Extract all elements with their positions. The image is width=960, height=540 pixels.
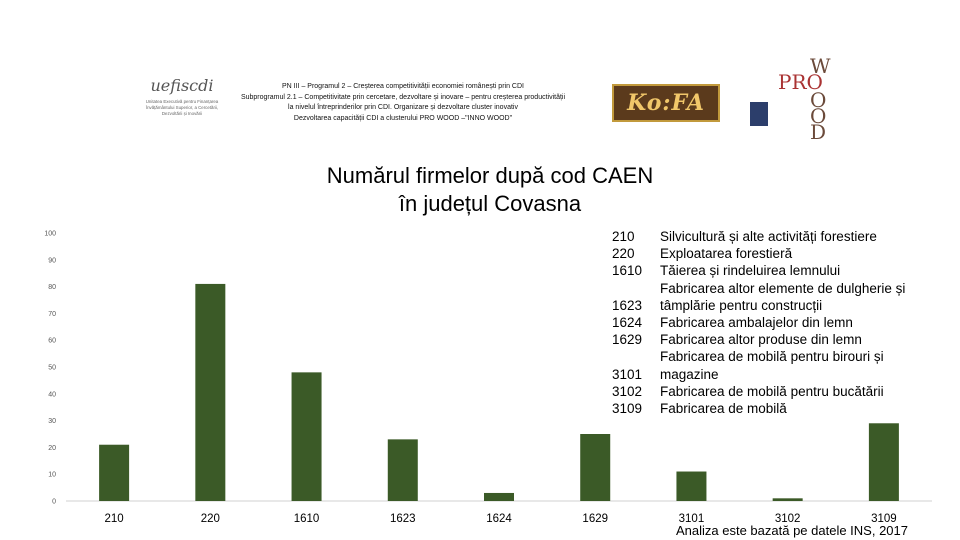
prowood-logo-letter: O [810, 88, 827, 112]
y-tick-label: 70 [48, 311, 56, 318]
legend-description: Fabricarea de mobilă pentru bucătării [660, 383, 884, 399]
x-tick-label: 3102 [775, 513, 801, 525]
legend-row: 1610 Tăierea și rindeluirea lemnului [604, 262, 944, 279]
x-tick-label: 1623 [390, 513, 416, 525]
legend-code: 3102 [612, 383, 643, 399]
x-tick-label: 220 [201, 513, 220, 525]
legend-code: 1610 [612, 263, 643, 279]
uefiscdi-logo-brand: uefiscdi [150, 76, 214, 95]
chart-title-line-2: în județul Covasna [398, 191, 582, 216]
prowood-logo-letter: W [810, 54, 831, 78]
y-tick-label: 80 [48, 284, 56, 291]
y-tick-label: 20 [48, 445, 56, 452]
legend-description: Fabricarea ambalajelor din lemn [660, 315, 853, 331]
bar-3101 [676, 471, 707, 501]
legend-row: 3102 Fabricarea de mobilă pentru bucătări… [604, 383, 944, 400]
bar-3109 [868, 423, 899, 501]
legend-code: 1623 [612, 297, 643, 313]
x-tick-label: 210 [105, 513, 124, 525]
legend-row: 3109 Fabricarea de mobilă [604, 400, 944, 417]
legend-description: Exploatarea forestieră [660, 246, 793, 262]
chart-title-line-1: Numărul firmelor după cod CAEN [326, 163, 654, 188]
chart-title: Numărul firmelor după cod CAEN în județu… [250, 162, 730, 218]
y-tick-label: 90 [48, 257, 56, 264]
caen-legend: 210 Silvicultură și alte activități fores… [604, 228, 944, 417]
project-description: PN III – Programul 2 – Creșterea competi… [238, 82, 568, 124]
legend-description: Tăierea și rindeluirea lemnului [660, 263, 841, 279]
x-tick-label: 3101 [679, 513, 705, 525]
legend-row: 1623 Fabricarea altor elemente de dulgher… [604, 280, 944, 314]
x-tick-label: 1629 [582, 513, 608, 525]
legend-code: 3101 [612, 366, 643, 382]
bar-1624 [484, 492, 514, 501]
legend-description: Fabricarea de mobilă [660, 401, 787, 417]
project-text-line: Subprogramul 2.1 – Competitivitate prin … [240, 93, 566, 112]
legend-code: 1624 [612, 315, 643, 331]
legend-row: 1624 Fabricarea ambalajelor din lemn [604, 314, 944, 331]
bar-1623 [387, 439, 418, 501]
y-tick-label: 10 [48, 472, 56, 479]
legend-code: 220 [612, 246, 635, 262]
bar-210 [99, 444, 130, 501]
legend-row: 1629 Fabricarea altor produse din lemn [604, 331, 944, 348]
kofa-logo-text: Ko:FA [627, 90, 705, 116]
legend-code: 210 [612, 229, 635, 244]
partner-badge-logo [750, 102, 768, 126]
y-tick-label: 30 [48, 418, 56, 425]
bar-1610 [291, 372, 322, 501]
y-tick-label: 40 [48, 391, 56, 398]
legend-description: Fabricarea altor elemente de dulgherie ș… [660, 280, 906, 313]
legend-row: 220 Exploatarea forestieră [604, 245, 944, 262]
prowood-logo: W PRO O O D [778, 54, 838, 144]
x-tick-label: 1624 [486, 513, 512, 525]
legend-description: Silvicultură și alte activități forestie… [660, 229, 877, 244]
y-tick-label: 60 [48, 338, 56, 345]
legend-row: 3101 Fabricarea de mobilă pentru birouri … [604, 348, 944, 382]
prowood-logo-letter: O [810, 104, 827, 128]
y-tick-label: 0 [52, 499, 56, 506]
y-tick-label: 100 [44, 231, 56, 238]
x-tick-label: 1610 [294, 513, 320, 525]
bar-220 [195, 283, 226, 501]
bar-1629 [580, 434, 611, 501]
uefiscdi-logo: uefiscdi Unitatea Executivă pentru Finan… [136, 76, 228, 126]
bar-3102 [772, 498, 803, 501]
project-text-line: PN III – Programul 2 – Creșterea competi… [282, 83, 524, 90]
legend-description: Fabricarea altor produse din lemn [660, 332, 862, 348]
data-source-note: Analiza este bazată pe datele INS, 2017 [676, 523, 908, 538]
prowood-logo-letter: D [810, 120, 827, 144]
prowood-logo-letter: PRO [778, 70, 823, 94]
project-text-line: Dezvoltarea capacității CDI a clusterulu… [293, 114, 513, 122]
legend-description: Fabricarea de mobilă pentru birouri și m… [660, 349, 884, 382]
y-tick-label: 50 [48, 365, 56, 372]
uefiscdi-logo-subtitle: Unitatea Executivă pentru Finanțarea Înv… [145, 99, 219, 116]
x-tick-label: 3109 [871, 513, 897, 525]
legend-row: 210 Silvicultură și alte activități fores… [604, 228, 944, 245]
legend-code: 3109 [612, 401, 643, 417]
kofa-logo: Ko:FA [612, 84, 720, 122]
legend-code: 1629 [612, 332, 643, 348]
